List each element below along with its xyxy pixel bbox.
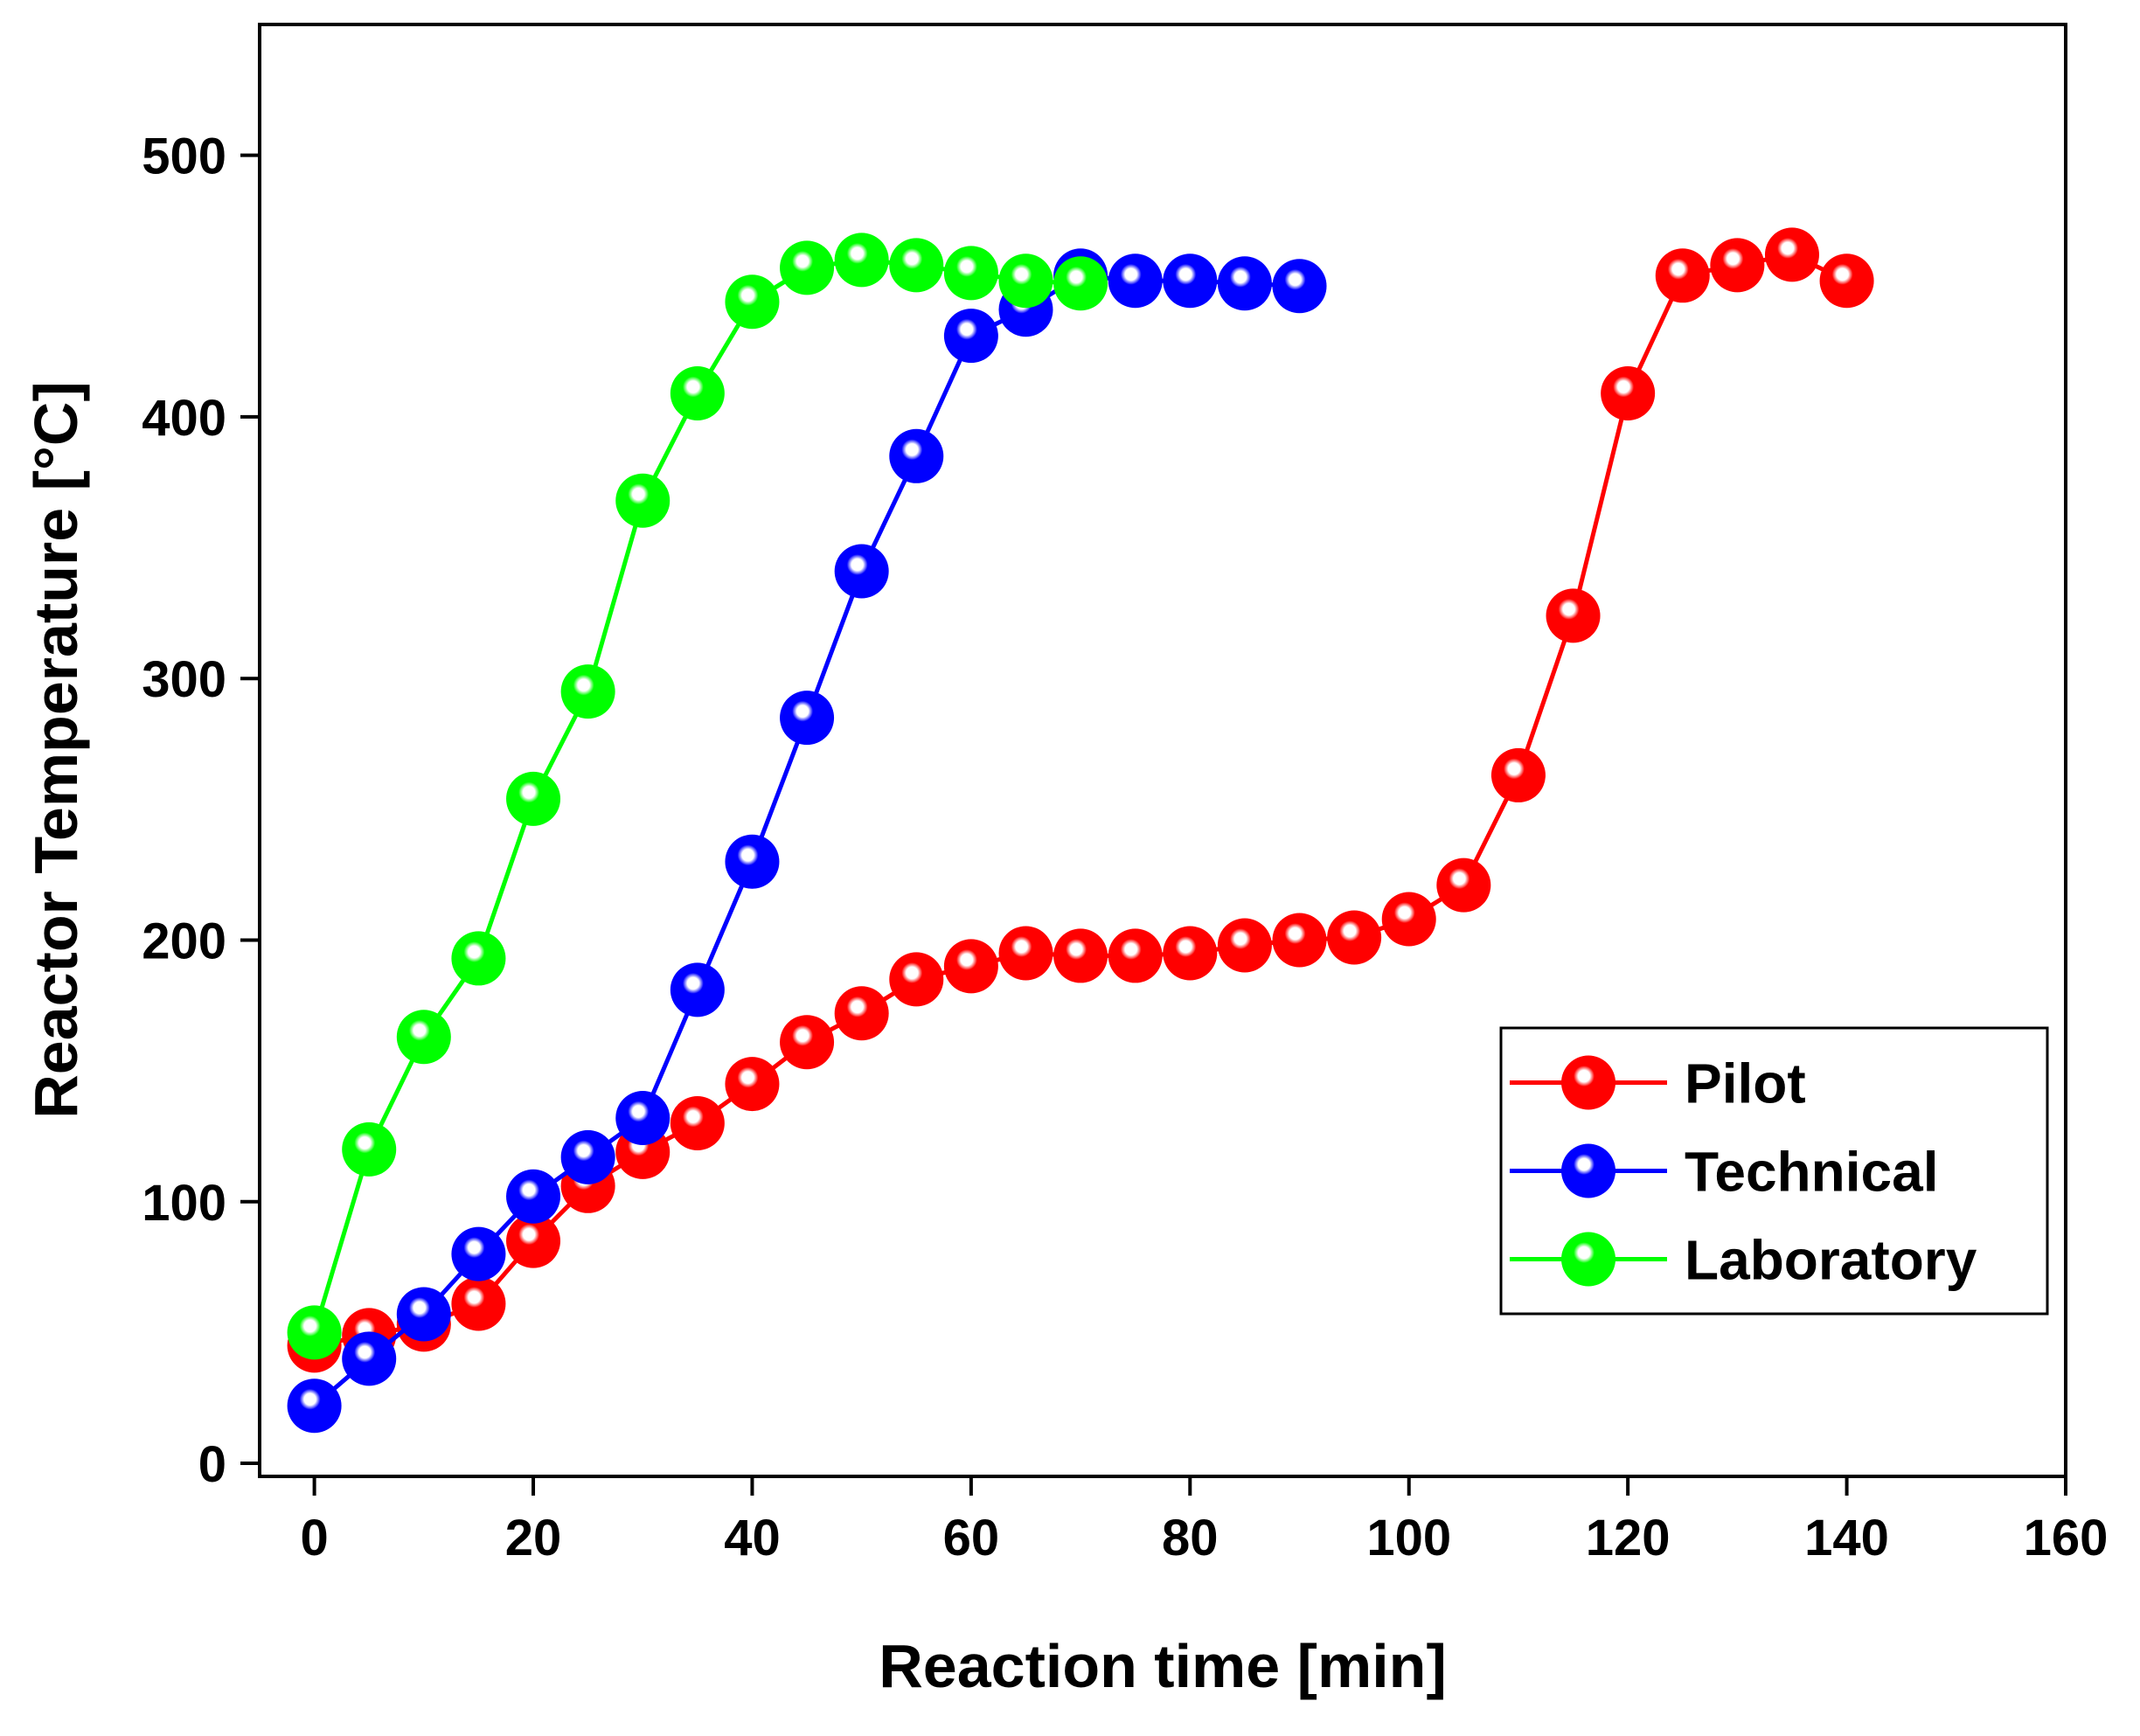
marker bbox=[780, 1015, 835, 1070]
y-tick-label: 0 bbox=[198, 1436, 226, 1493]
x-tick-label: 40 bbox=[724, 1510, 781, 1566]
marker bbox=[560, 664, 615, 719]
legend-marker bbox=[1561, 1232, 1615, 1287]
marker bbox=[1819, 253, 1874, 309]
y-tick-label: 400 bbox=[142, 390, 226, 447]
marker bbox=[342, 1331, 397, 1386]
marker bbox=[1108, 928, 1163, 983]
x-tick-label: 20 bbox=[505, 1510, 562, 1566]
marker bbox=[615, 1090, 670, 1145]
marker bbox=[1546, 588, 1601, 643]
marker bbox=[287, 1378, 342, 1434]
x-tick-label: 140 bbox=[1804, 1510, 1889, 1566]
legend-label: Laboratory bbox=[1685, 1229, 1977, 1292]
marker bbox=[396, 1287, 451, 1342]
x-tick-label: 0 bbox=[300, 1510, 328, 1566]
marker bbox=[1490, 747, 1546, 802]
marker bbox=[780, 691, 835, 746]
marker bbox=[1053, 928, 1108, 983]
marker bbox=[834, 986, 889, 1041]
series bbox=[287, 248, 1327, 1434]
marker bbox=[342, 1121, 397, 1177]
marker bbox=[615, 473, 670, 528]
marker bbox=[780, 240, 835, 295]
marker bbox=[451, 1226, 506, 1281]
marker bbox=[889, 428, 944, 483]
y-tick-label: 200 bbox=[142, 913, 226, 969]
x-axis-label: Reaction time [min] bbox=[879, 1632, 1447, 1700]
x-tick-label: 80 bbox=[1162, 1510, 1219, 1566]
x-tick-label: 160 bbox=[2024, 1510, 2109, 1566]
marker bbox=[1217, 918, 1272, 973]
legend-marker bbox=[1561, 1055, 1615, 1110]
marker bbox=[943, 939, 998, 994]
marker bbox=[451, 1276, 506, 1331]
marker bbox=[834, 233, 889, 288]
marker bbox=[287, 1305, 342, 1360]
marker bbox=[1764, 227, 1819, 282]
marker bbox=[889, 952, 944, 1007]
marker bbox=[1436, 858, 1491, 913]
marker bbox=[725, 274, 780, 330]
legend-label: Technical bbox=[1685, 1141, 1938, 1204]
x-tick-label: 60 bbox=[943, 1510, 1000, 1566]
series bbox=[287, 227, 1874, 1373]
marker bbox=[1163, 926, 1218, 981]
marker bbox=[889, 238, 944, 293]
marker bbox=[506, 1169, 561, 1224]
marker bbox=[1272, 913, 1327, 968]
marker bbox=[1655, 248, 1710, 303]
marker bbox=[1327, 910, 1382, 965]
marker bbox=[725, 1057, 780, 1112]
marker bbox=[1381, 892, 1436, 947]
plot-frame bbox=[258, 23, 2067, 1478]
marker bbox=[943, 309, 998, 364]
marker bbox=[1217, 256, 1272, 311]
y-tick-label: 100 bbox=[142, 1175, 226, 1232]
marker bbox=[396, 1010, 451, 1065]
x-tick-label: 120 bbox=[1586, 1510, 1671, 1566]
marker bbox=[506, 771, 561, 826]
marker bbox=[506, 1213, 561, 1268]
marker bbox=[1710, 238, 1765, 293]
marker bbox=[451, 931, 506, 986]
marker bbox=[943, 246, 998, 301]
marker bbox=[1053, 256, 1108, 311]
y-tick-label: 300 bbox=[142, 651, 226, 708]
marker bbox=[1601, 365, 1656, 420]
marker bbox=[560, 1129, 615, 1184]
legend-label: Pilot bbox=[1685, 1052, 1806, 1115]
marker bbox=[998, 253, 1053, 309]
marker bbox=[998, 926, 1053, 981]
marker bbox=[1108, 253, 1163, 309]
x-tick-label: 100 bbox=[1366, 1510, 1451, 1566]
marker bbox=[725, 834, 780, 889]
y-tick-label: 500 bbox=[142, 128, 226, 185]
legend-marker bbox=[1561, 1143, 1615, 1198]
marker bbox=[1163, 253, 1218, 309]
marker bbox=[670, 962, 725, 1017]
series-line bbox=[312, 257, 1081, 1334]
marker bbox=[670, 365, 725, 420]
y-axis-label: Reactor Temperature [°C] bbox=[22, 381, 90, 1119]
legend: Pilot Technical Laboratory bbox=[1499, 1026, 2049, 1316]
marker bbox=[834, 544, 889, 599]
marker bbox=[1272, 259, 1327, 314]
series bbox=[287, 233, 1108, 1360]
marker bbox=[670, 1095, 725, 1150]
